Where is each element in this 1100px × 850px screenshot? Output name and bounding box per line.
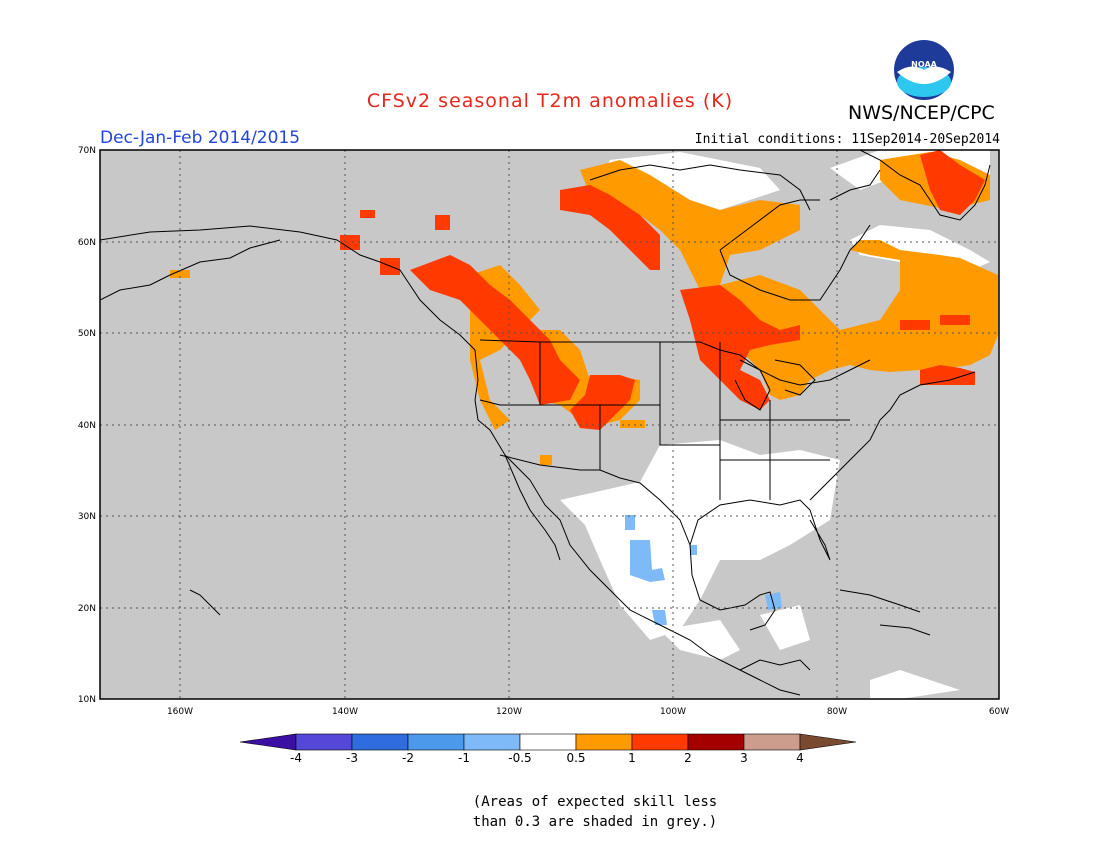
colorbar-segment: [351, 733, 409, 751]
lon-tick-label: 80W: [827, 707, 847, 717]
colorbar-segment: [519, 733, 577, 751]
colorbar-segment: [463, 733, 521, 751]
map-frame: [99, 149, 1000, 700]
colorbar-label: 2: [684, 751, 692, 765]
colorbar-label: 3: [740, 751, 748, 765]
noaa-logo: NOAA: [894, 40, 954, 100]
initial-conditions-label: Initial conditions: 11Sep2014-20Sep2014: [694, 132, 1000, 147]
colorbar-label: -3: [346, 751, 358, 765]
season-label: Dec-Jan-Feb 2014/2015: [100, 128, 301, 148]
noaa-logo-text: NOAA: [911, 60, 937, 69]
lat-tick-label: 50N: [78, 329, 96, 339]
skill-note-line1: (Areas of expected skill less: [472, 794, 718, 810]
skill-note: (Areas of expected skill less than 0.3 a…: [0, 792, 1100, 832]
chart-title: CFSv2 seasonal T2m anomalies (K): [366, 90, 734, 112]
lat-tick-label: 30N: [78, 512, 96, 522]
agency-label: NWS/NCEP/CPC: [848, 102, 995, 124]
colorbar-label: -2: [402, 751, 414, 765]
colorbar-segment: [407, 733, 465, 751]
colorbar-label: -0.5: [508, 751, 531, 765]
skill-note-line2: than 0.3 are shaded in grey.): [472, 814, 718, 830]
colorbar-label: 4: [796, 751, 804, 765]
colorbar-segment: [743, 733, 801, 751]
lat-tick-label: 20N: [78, 604, 96, 614]
longitude-tick-labels: 160W 140W 120W 100W 80W 60W: [167, 707, 1009, 717]
colorbar-segment: [575, 733, 633, 751]
lat-tick-label: 10N: [78, 695, 96, 705]
colorbar-arrow-high: [799, 733, 857, 751]
colorbar: -4 -3 -2 -1 -0.5 0.5 1 2 3 4: [239, 733, 857, 765]
colorbar-label: 1: [628, 751, 636, 765]
lon-tick-label: 120W: [496, 707, 522, 717]
lat-tick-label: 60N: [78, 238, 96, 248]
colorbar-label: 0.5: [566, 751, 585, 765]
colorbar-segment: [295, 733, 353, 751]
colorbar-segment: [687, 733, 745, 751]
skill-mask-background: [100, 150, 999, 699]
colorbar-label: -4: [290, 751, 302, 765]
colorbar-label: -1: [458, 751, 470, 765]
lon-tick-label: 160W: [167, 707, 193, 717]
cool-anomaly-region: [625, 515, 782, 625]
lon-tick-label: 60W: [989, 707, 1009, 717]
colorbar-segment: [631, 733, 689, 751]
latitude-tick-labels: 10N 20N 30N 40N 50N 60N 70N: [78, 146, 96, 705]
colorbar-arrow-low: [239, 733, 297, 751]
lon-tick-label: 140W: [332, 707, 358, 717]
gridlines: [100, 150, 999, 699]
lat-tick-label: 70N: [78, 146, 96, 156]
lon-tick-label: 100W: [660, 707, 686, 717]
warm-anomaly-region-red: [340, 150, 985, 430]
lat-tick-label: 40N: [78, 421, 96, 431]
map-area: [100, 150, 999, 699]
